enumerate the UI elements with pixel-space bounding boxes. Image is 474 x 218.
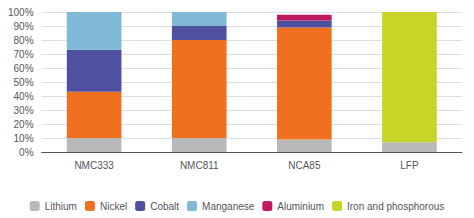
svg-text:NMC811: NMC811 [180, 160, 219, 171]
svg-text:Lithium: Lithium [45, 201, 77, 212]
svg-text:50%: 50% [14, 77, 34, 88]
svg-text:0%: 0% [19, 147, 34, 158]
svg-text:Cobalt: Cobalt [150, 201, 179, 212]
svg-text:NMC333: NMC333 [74, 160, 114, 171]
svg-text:80%: 80% [14, 35, 34, 46]
svg-text:90%: 90% [14, 21, 34, 32]
svg-text:100%: 100% [8, 7, 34, 18]
svg-text:Nickel: Nickel [100, 201, 127, 212]
svg-text:60%: 60% [14, 63, 34, 74]
svg-text:Manganese: Manganese [202, 201, 255, 212]
svg-text:NCA85: NCA85 [288, 160, 321, 171]
svg-text:LFP: LFP [400, 160, 419, 171]
svg-text:10%: 10% [14, 133, 34, 144]
svg-text:Aluminium: Aluminium [277, 201, 324, 212]
svg-text:40%: 40% [14, 91, 34, 102]
svg-text:30%: 30% [14, 105, 34, 116]
svg-text:70%: 70% [14, 49, 34, 60]
svg-text:20%: 20% [14, 119, 34, 130]
svg-text:Iron and phosphorous: Iron and phosphorous [347, 201, 444, 212]
